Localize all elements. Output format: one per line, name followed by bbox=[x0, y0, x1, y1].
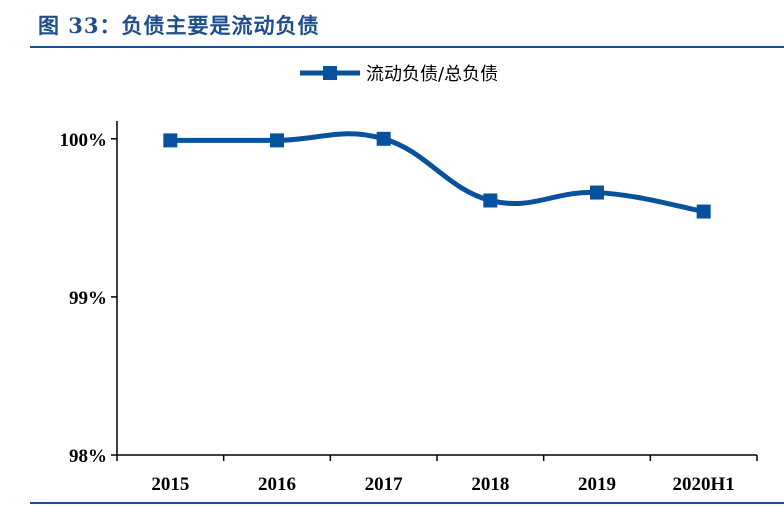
x-tick-label: 2020H1 bbox=[673, 474, 735, 495]
data-point-marker bbox=[483, 193, 498, 208]
y-tick-label: 99% bbox=[69, 288, 107, 309]
x-tick-label: 2015 bbox=[151, 474, 189, 495]
legend-marker-swatch bbox=[323, 66, 337, 80]
x-axis-ticks: 2015 2016 2017 2018 2019 2020H1 bbox=[116, 455, 758, 495]
data-point-marker bbox=[376, 131, 391, 146]
x-tick-label: 2017 bbox=[365, 474, 404, 495]
bottom-divider bbox=[30, 502, 784, 504]
data-point-marker bbox=[163, 133, 178, 148]
data-point-marker bbox=[696, 204, 711, 219]
data-point-marker bbox=[270, 133, 284, 148]
x-tick-label: 2016 bbox=[258, 474, 296, 495]
y-tick-label: 98% bbox=[69, 446, 107, 467]
y-tick-label: 100% bbox=[60, 130, 108, 151]
title-divider bbox=[30, 46, 784, 48]
y-axis-ticks: 98% 99% 100% bbox=[60, 130, 117, 467]
legend-label: 流动负债/总负债 bbox=[366, 64, 498, 85]
figure-title: 图 33：负债主要是流动负债 bbox=[38, 13, 320, 38]
data-point-marker bbox=[590, 185, 604, 200]
x-tick-label: 2018 bbox=[471, 474, 509, 495]
series-line bbox=[167, 131, 707, 215]
series-group bbox=[163, 131, 711, 219]
x-tick-label: 2019 bbox=[578, 474, 616, 495]
legend: 流动负债/总负债 bbox=[300, 64, 498, 85]
